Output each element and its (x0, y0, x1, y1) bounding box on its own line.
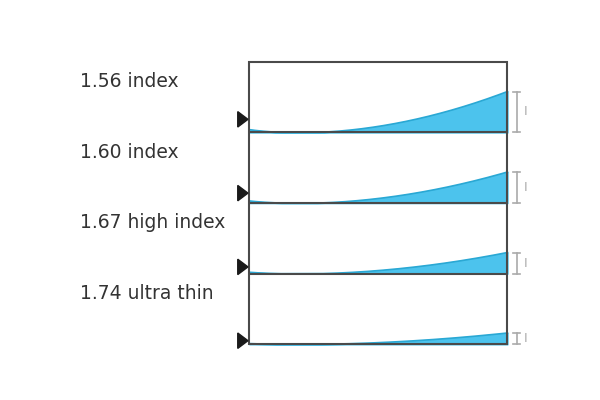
Bar (250, 62, 508, 344)
Text: 1.60 index: 1.60 index (80, 143, 178, 162)
Polygon shape (238, 333, 248, 348)
Polygon shape (238, 259, 248, 275)
Polygon shape (238, 186, 248, 201)
Text: I: I (524, 106, 528, 118)
Text: 1.74 ultra thin: 1.74 ultra thin (80, 284, 213, 303)
Text: I: I (524, 332, 528, 345)
Text: I: I (524, 181, 528, 194)
Text: I: I (524, 256, 528, 270)
Text: 1.67 high index: 1.67 high index (80, 213, 225, 232)
Polygon shape (238, 112, 248, 127)
Text: 1.56 index: 1.56 index (80, 72, 178, 91)
